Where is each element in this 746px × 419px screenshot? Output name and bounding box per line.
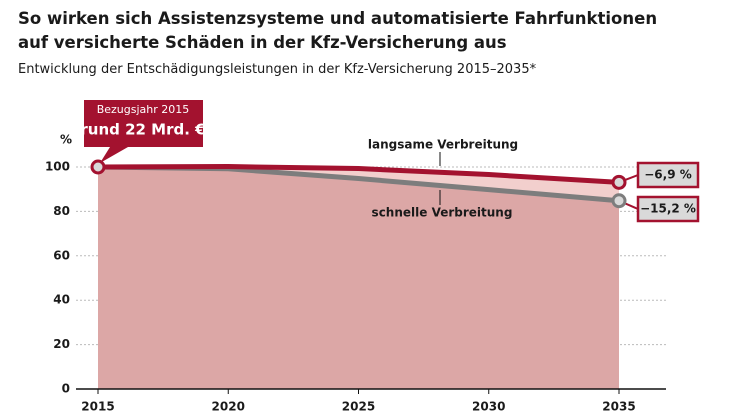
series-label: schnelle Verbreitung bbox=[372, 206, 513, 220]
y-tick-label: 20 bbox=[53, 337, 70, 351]
chart-title: So wirken sich Assistenzsysteme und auto… bbox=[18, 9, 657, 28]
callout-box bbox=[84, 100, 203, 163]
value-label: −15,2 % bbox=[640, 202, 696, 216]
callout-text: rund 22 Mrd. € bbox=[80, 121, 205, 139]
callout-text: Bezugsjahr 2015 bbox=[97, 103, 190, 116]
value-label: −6,9 % bbox=[644, 168, 692, 182]
y-tick-label: 60 bbox=[53, 248, 70, 262]
value-box bbox=[636, 161, 700, 189]
x-tick-label: 2020 bbox=[212, 400, 245, 414]
area bbox=[98, 167, 619, 389]
value-box bbox=[636, 195, 700, 223]
x-tick-label: 2015 bbox=[81, 400, 114, 414]
end-marker bbox=[611, 193, 627, 209]
series-label: langsame Verbreitung bbox=[368, 138, 518, 152]
chart-title: auf versicherte Schäden in der Kfz-Versi… bbox=[18, 33, 507, 52]
y-tick-label: 0 bbox=[62, 382, 70, 396]
y-axis-label: % bbox=[60, 133, 72, 147]
x-tick-label: 2030 bbox=[472, 400, 505, 414]
x-tick-label: 2035 bbox=[602, 400, 635, 414]
y-tick-label: 100 bbox=[45, 160, 70, 174]
end-marker bbox=[611, 174, 627, 190]
y-tick-label: 80 bbox=[53, 204, 70, 218]
x-tick-label: 2025 bbox=[342, 400, 375, 414]
line bbox=[97, 164, 620, 185]
start-marker bbox=[90, 159, 106, 175]
y-tick-label: 40 bbox=[53, 293, 70, 307]
chart-subtitle: Entwicklung der Entschädigungsleistungen… bbox=[18, 62, 537, 77]
